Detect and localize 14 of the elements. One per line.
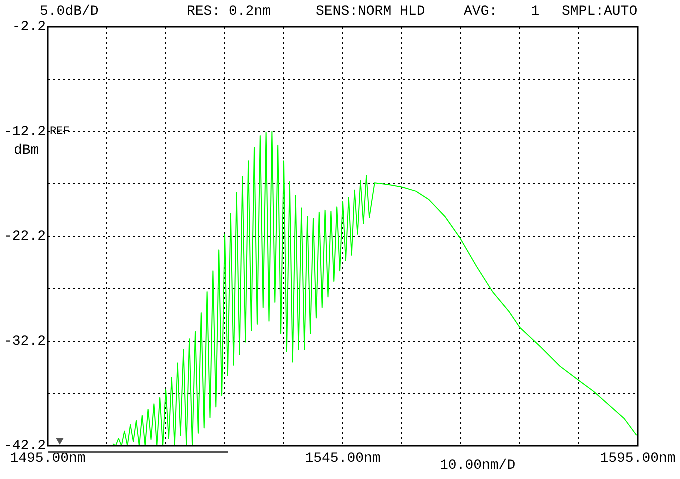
x-tick-label: 1545.00nm (305, 451, 381, 468)
text: RES: 0.2nm (187, 4, 272, 20)
x-tick-label: 1495.00nm (10, 451, 86, 468)
y-tick-label: -32.2 (4, 334, 46, 350)
y-tick-label: -2.2 (12, 20, 46, 36)
text: SMPL:AUTO (562, 4, 638, 20)
x-tick-label: 1595.00nm (600, 451, 676, 468)
y-tick-label: -22.2 (4, 229, 46, 246)
x-axis-title: 10.00nm/D (440, 458, 516, 474)
text: SENS:NORM HLD (316, 4, 426, 20)
y-tick-label: -12.2 (4, 124, 46, 140)
text: AVG: 1 (464, 4, 540, 20)
y-axis-title: dBm (14, 143, 40, 159)
text: 5.0dB/D (40, 4, 99, 20)
